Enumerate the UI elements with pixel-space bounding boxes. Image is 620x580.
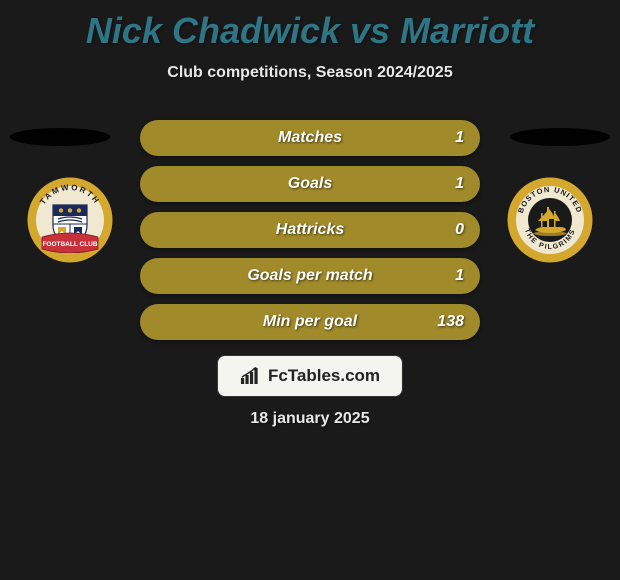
- crest-shadow-left: [10, 128, 110, 146]
- stat-label: Matches: [278, 129, 342, 147]
- stat-value: 0: [455, 221, 464, 239]
- stat-row-matches: Matches 1: [140, 120, 480, 156]
- fctables-logo-icon: [240, 367, 262, 385]
- stat-label: Goals: [288, 175, 332, 193]
- brand-badge[interactable]: FcTables.com: [217, 355, 403, 397]
- page-subtitle: Club competitions, Season 2024/2025: [0, 64, 620, 82]
- boston-united-crest-icon: BOSTON UNITED THE PILGRIMS: [500, 175, 600, 265]
- brand-text: FcTables.com: [268, 366, 380, 386]
- stat-value: 1: [455, 129, 464, 147]
- stat-row-hattricks: Hattricks 0: [140, 212, 480, 248]
- crest-shadow-right: [510, 128, 610, 146]
- stat-label: Min per goal: [263, 313, 357, 331]
- tamworth-crest-icon: TAMWORTH FOOTBALL CLUB: [20, 175, 120, 265]
- page-title: Nick Chadwick vs Marriott: [0, 0, 620, 52]
- stat-label: Hattricks: [276, 221, 344, 239]
- stat-value: 138: [437, 313, 464, 331]
- date-text: 18 january 2025: [250, 410, 369, 428]
- stat-value: 1: [455, 267, 464, 285]
- club-crest-left: TAMWORTH FOOTBALL CLUB: [20, 175, 120, 265]
- stat-value: 1: [455, 175, 464, 193]
- stat-row-goals-per-match: Goals per match 1: [140, 258, 480, 294]
- stat-row-goals: Goals 1: [140, 166, 480, 202]
- svg-text:FOOTBALL CLUB: FOOTBALL CLUB: [42, 241, 97, 248]
- stat-row-min-per-goal: Min per goal 138: [140, 304, 480, 340]
- club-crest-right: BOSTON UNITED THE PILGRIMS: [500, 175, 600, 265]
- stats-container: Matches 1 Goals 1 Hattricks 0 Goals per …: [140, 120, 480, 350]
- stat-label: Goals per match: [247, 267, 372, 285]
